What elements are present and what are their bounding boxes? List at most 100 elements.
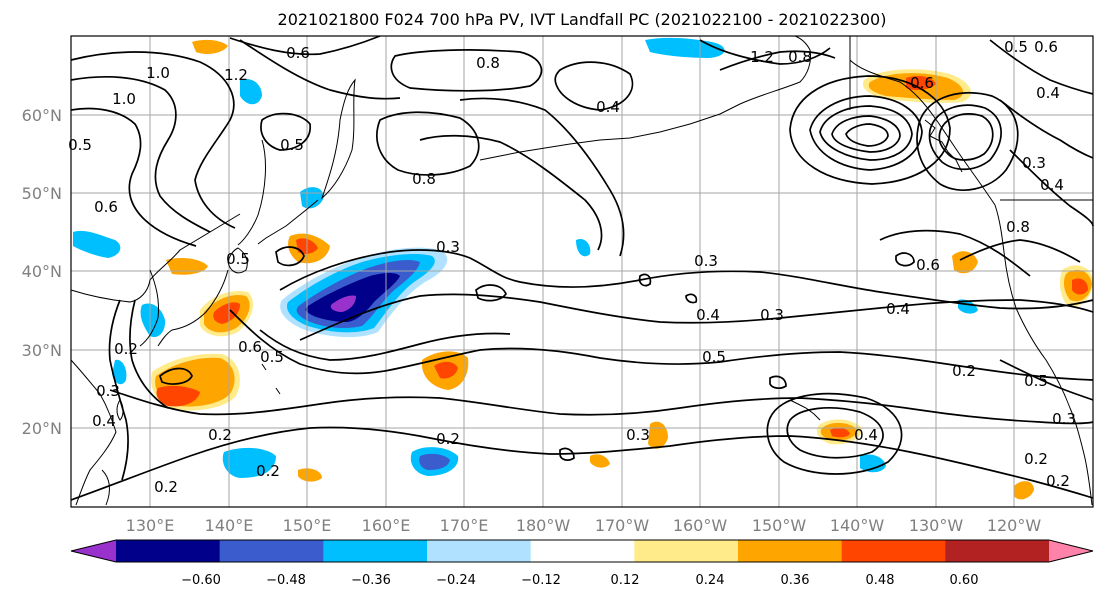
contour-label: 0.3 [626,426,650,444]
contour-aleutian-low-3 [831,115,901,153]
neg-shade-mid-1 [576,238,591,257]
contour-label: 0.5 [226,250,250,268]
contour-label: 0.2 [154,478,178,496]
contour-nw-arc-2 [70,76,211,233]
neg-shade-nw-1 [240,78,262,105]
contour-label: 0.5 [280,136,304,154]
lon-label: 120°W [987,516,1042,535]
contour-label: 0.3 [436,238,460,256]
contour-hawaii-ring [786,407,884,459]
lat-label: 30°N [22,341,62,360]
coast-china [70,359,117,506]
colorbar-tick-label: −0.48 [266,573,306,588]
neg-shade-s-2b [419,453,450,470]
pos-shade-ca-strong [1072,278,1088,295]
contour-label: 0.5 [1024,372,1048,390]
lon-label: 180°W [516,516,571,535]
coast-alaska-west [739,35,811,105]
contour-label: 0.8 [788,48,812,66]
contour-label: 0.5 [260,348,284,366]
contour-bc-ring-3 [916,92,1019,191]
contour-mid-north-3 [459,97,625,257]
contour-label: 0.2 [436,430,460,448]
coast-baja [1069,407,1093,506]
coast-asia-mainland [70,213,241,303]
contour-label: 1.0 [146,64,170,82]
contour-small-loop-1 [638,273,652,287]
contour-label: 0.2 [1024,450,1048,468]
contour-label: 0.2 [208,426,232,444]
colorbar-swatch [945,540,1050,562]
map-panel: 0.6 0.8 1.0 1.2 0.5 0.4 0.8 0.3 0.3 0.5 … [68,35,1094,508]
contour-label: 0.6 [910,74,934,92]
colorbar-tick-label: 0.36 [781,573,810,588]
contour-aleutian-low-2 [819,105,913,161]
colorbar-swatch [1049,540,1093,562]
contour-label: 0.4 [1036,84,1060,102]
colorbar-swatches [70,539,1094,563]
coast-aleutians [479,103,741,161]
map-frame [70,35,1094,508]
contour-label: 0.8 [1006,218,1030,236]
contour-label: 0.4 [596,98,620,116]
contour-small-loop-8 [895,252,915,267]
colorbar-tick-label: −0.24 [436,573,476,588]
contour-label: 1.2 [750,48,774,66]
contour-top-box-0.8 [390,49,543,92]
colorbar-tick-label: 0.24 [696,573,725,588]
contour-ca-0.3 [879,229,1031,277]
contour-east-0.6 [959,239,1081,263]
pos-shade-top-1 [192,39,228,54]
colorbar-swatch [323,540,428,562]
coast-japan-islands-south [261,363,281,395]
lon-label: 140°W [830,516,885,535]
contour-small-loop-3 [559,447,575,461]
lon-label: 160°E [362,516,411,535]
contour-ne-0.3 [1009,149,1094,227]
lat-label: 50°N [22,184,62,203]
coast-kuril-islands [257,199,319,245]
contour-0.3-south [109,389,1094,425]
coast-hawaii [789,399,821,421]
contour-label: 0.6 [1034,38,1058,56]
neg-shade-west-2 [140,303,166,338]
pos-shade-s-4 [298,468,322,482]
colorbar-tick-label: −0.36 [351,573,391,588]
colorbar-swatch [530,540,635,562]
colorbar-tick-label: 0.60 [950,573,979,588]
colorbar-tick-label: 0.12 [611,573,640,588]
contour-ne-0.5 [989,39,1094,95]
contour-aleutian-low-1 [809,95,923,171]
contour-nw-loop-0.5 [260,112,311,151]
contour-label: 1.2 [224,66,248,84]
contour-label: 1.0 [112,90,136,108]
contour-label: 0.2 [256,462,280,480]
coast-sakhalin [237,139,266,246]
contour-east-0.5 [999,359,1094,401]
coast-kamchatka [320,78,356,200]
contour-label: 0.4 [92,412,116,430]
pos-shade-or-1 [952,251,978,274]
colorbar-swatch [427,540,532,562]
neg-shade-se-1 [860,454,886,473]
lat-axis: 60°N 50°N 40°N 30°N 20°N [22,106,62,438]
neg-shade-west-3 [112,359,127,385]
lon-label: 150°E [283,516,332,535]
contour-mid-north-2 [419,134,603,251]
colorbar-ticks: −0.60 −0.48 −0.36 −0.24 −0.12 0.12 0.24 … [181,573,978,588]
contour-top-0.6 [229,35,381,56]
contour-label: 0.2 [952,362,976,380]
lon-label: 170°W [595,516,650,535]
contour-north-1.2 [719,50,836,71]
pos-shade-mid-1b [434,361,458,379]
contour-label-layer: 0.6 0.8 1.0 1.2 0.5 0.4 0.8 0.3 0.3 0.5 … [68,38,1076,496]
lon-label: 160°W [673,516,728,535]
contour-label: 0.4 [886,300,910,318]
coast-japan-hokkaido [227,247,248,274]
contour-0.3-main [279,249,1094,310]
contour-label: 0.4 [696,306,720,324]
colorbar-swatch [738,540,843,562]
coast-us-west [1003,251,1071,409]
colorbar-tick-label: −0.60 [181,573,221,588]
contour-aleutian-low-5 [789,75,951,185]
